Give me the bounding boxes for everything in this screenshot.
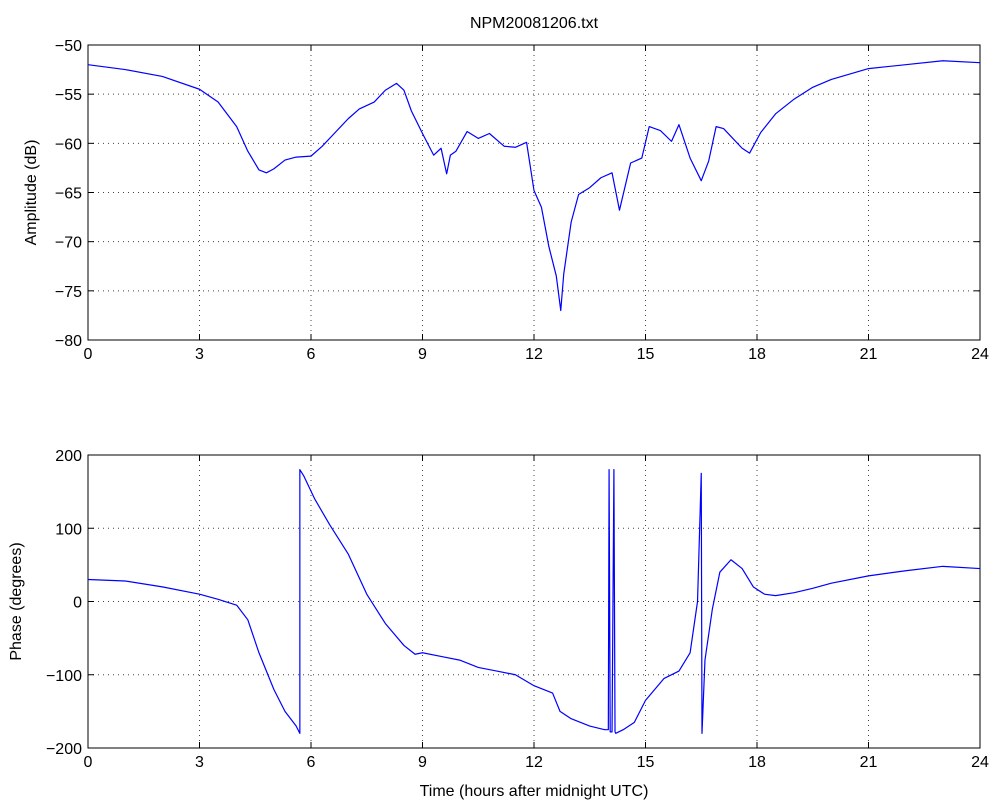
- amplitude-y-tick-label: −75: [55, 284, 82, 301]
- amplitude-x-tick-label: 3: [195, 346, 204, 363]
- amplitude-y-tick-label: −55: [55, 87, 82, 104]
- phase-x-tick-label: 3: [195, 754, 204, 771]
- amplitude-plot: 0 3 6 9 12 15 18 21 24 −80 −75 −70 −65 −60 −55 −50 Ampl…: [23, 38, 989, 363]
- amplitude-y-tick-label: −60: [55, 136, 82, 153]
- amplitude-y-tick-label: −50: [55, 38, 82, 55]
- phase-plot: 0 3 6 9 12 15 18 21 24 −200 −100 0 100 200 Phase (deg…: [8, 448, 989, 800]
- amplitude-y-axis-label: Amplitude (dB): [23, 140, 40, 246]
- amplitude-y-tick-label: −70: [55, 235, 82, 252]
- amplitude-x-tick-label: 18: [748, 346, 766, 363]
- amplitude-x-tick-label: 0: [84, 346, 93, 363]
- x-axis-label: Time (hours after midnight UTC): [420, 783, 649, 800]
- amplitude-y-tick-label: −65: [55, 186, 82, 203]
- phase-y-tick-label: −100: [46, 668, 82, 685]
- amplitude-series-line: [87, 60, 981, 312]
- amplitude-x-tick-label: 9: [418, 346, 427, 363]
- amplitude-y-tick-label: −80: [55, 333, 82, 350]
- amplitude-x-tick-label: 15: [637, 346, 655, 363]
- phase-x-tick-label: 0: [84, 754, 93, 771]
- phase-x-tick-label: 21: [860, 754, 878, 771]
- phase-x-tick-label: 15: [637, 754, 655, 771]
- amplitude-x-tick-label: 6: [307, 346, 316, 363]
- phase-y-axis-label: Phase (degrees): [8, 542, 25, 660]
- phase-x-tick-label: 18: [748, 754, 766, 771]
- phase-series-line: [87, 469, 981, 734]
- phase-x-tick-label: 24: [971, 754, 989, 771]
- amplitude-x-tick-label: 21: [860, 346, 878, 363]
- amplitude-x-tick-label: 12: [525, 346, 543, 363]
- phase-x-tick-label: 9: [418, 754, 427, 771]
- chart-title: NPM20081206.txt: [470, 15, 599, 32]
- phase-x-tick-label: 12: [525, 754, 543, 771]
- phase-y-tick-label: 100: [55, 521, 82, 538]
- phase-x-tick-label: 6: [307, 754, 316, 771]
- phase-y-tick-label: 200: [55, 448, 82, 465]
- phase-y-tick-label: 0: [73, 595, 82, 612]
- amplitude-x-tick-label: 24: [971, 346, 989, 363]
- phase-y-tick-label: −200: [46, 741, 82, 758]
